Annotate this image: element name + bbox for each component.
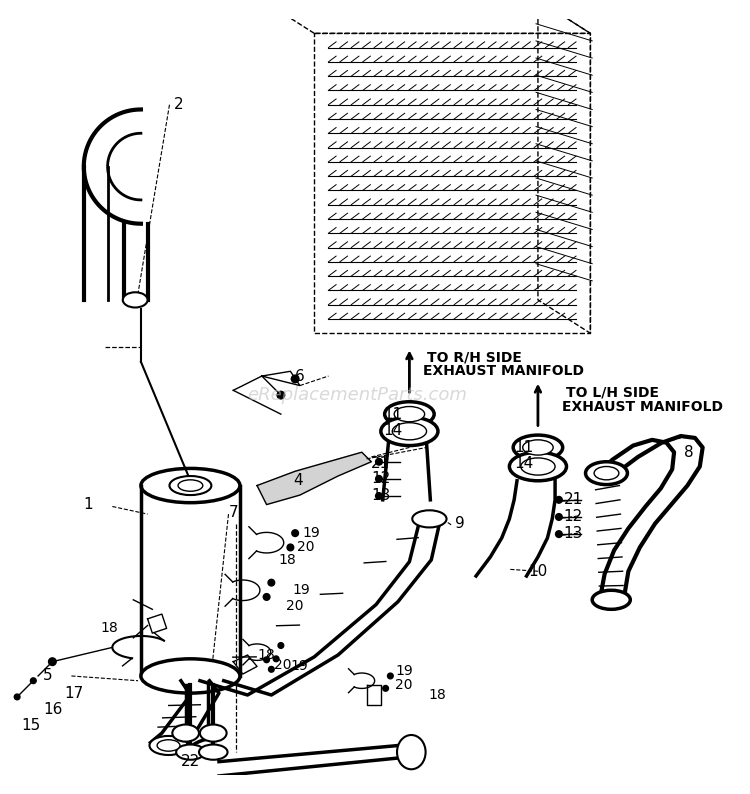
- Text: TO L/H SIDE: TO L/H SIDE: [566, 385, 659, 399]
- Circle shape: [264, 657, 269, 663]
- Text: 19: 19: [290, 660, 308, 673]
- Circle shape: [49, 658, 56, 665]
- Ellipse shape: [170, 476, 211, 495]
- Ellipse shape: [157, 740, 180, 751]
- Text: 20: 20: [286, 599, 303, 612]
- Text: 18: 18: [428, 688, 446, 702]
- Ellipse shape: [392, 422, 427, 440]
- Circle shape: [556, 496, 562, 503]
- Ellipse shape: [513, 435, 562, 460]
- Circle shape: [556, 530, 562, 538]
- Text: 9: 9: [455, 516, 465, 531]
- Text: 19: 19: [303, 526, 320, 540]
- Ellipse shape: [141, 468, 240, 503]
- Text: 14: 14: [514, 456, 533, 471]
- Text: 13: 13: [564, 526, 583, 541]
- Text: 18: 18: [100, 622, 118, 635]
- Ellipse shape: [509, 453, 566, 481]
- Ellipse shape: [592, 590, 630, 609]
- Ellipse shape: [199, 745, 227, 760]
- Circle shape: [382, 685, 388, 692]
- Text: 21: 21: [564, 492, 583, 507]
- Circle shape: [287, 544, 294, 551]
- Circle shape: [31, 678, 36, 684]
- Text: 12: 12: [371, 472, 391, 487]
- Ellipse shape: [594, 467, 619, 480]
- Text: 6: 6: [296, 368, 305, 384]
- Text: EXHAUST MANIFOLD: EXHAUST MANIFOLD: [562, 400, 723, 414]
- Text: 16: 16: [43, 702, 62, 717]
- Text: 8: 8: [683, 445, 693, 460]
- Ellipse shape: [586, 462, 628, 484]
- Text: 18: 18: [257, 648, 274, 662]
- Ellipse shape: [385, 402, 434, 426]
- Text: 1: 1: [84, 497, 94, 512]
- Text: 7: 7: [229, 505, 238, 520]
- Text: 20: 20: [274, 657, 292, 672]
- Ellipse shape: [381, 417, 438, 445]
- Text: 11: 11: [514, 440, 533, 455]
- Text: TO R/H SIDE: TO R/H SIDE: [427, 350, 521, 364]
- Ellipse shape: [520, 458, 555, 475]
- Text: 10: 10: [529, 564, 548, 579]
- Ellipse shape: [149, 736, 188, 755]
- Text: 20: 20: [395, 679, 412, 692]
- Text: 19: 19: [292, 584, 310, 597]
- Text: 22: 22: [181, 754, 200, 769]
- Text: 18: 18: [278, 553, 296, 567]
- Ellipse shape: [178, 480, 203, 491]
- Ellipse shape: [176, 745, 205, 760]
- Text: 12: 12: [564, 508, 583, 523]
- Ellipse shape: [413, 511, 446, 527]
- Circle shape: [376, 493, 382, 499]
- Circle shape: [376, 458, 382, 465]
- Circle shape: [263, 594, 270, 600]
- Text: 5: 5: [43, 669, 52, 684]
- Ellipse shape: [523, 440, 554, 455]
- Text: 11: 11: [384, 407, 403, 422]
- Circle shape: [273, 656, 279, 661]
- Text: 4: 4: [293, 473, 303, 488]
- Text: 15: 15: [21, 718, 40, 733]
- Circle shape: [556, 514, 562, 520]
- Circle shape: [376, 476, 382, 482]
- Text: 19: 19: [395, 665, 412, 678]
- Text: 17: 17: [64, 685, 84, 700]
- Text: EXHAUST MANIFOLD: EXHAUST MANIFOLD: [423, 364, 584, 378]
- Ellipse shape: [141, 659, 240, 693]
- Ellipse shape: [172, 724, 199, 742]
- Circle shape: [14, 694, 20, 700]
- Ellipse shape: [397, 735, 425, 769]
- Circle shape: [292, 530, 298, 537]
- Ellipse shape: [200, 724, 226, 742]
- Circle shape: [268, 666, 274, 673]
- Circle shape: [291, 375, 299, 383]
- Ellipse shape: [394, 407, 424, 422]
- Polygon shape: [257, 453, 371, 505]
- Ellipse shape: [123, 292, 148, 307]
- Circle shape: [268, 580, 274, 586]
- Circle shape: [277, 391, 285, 399]
- Text: eReplacementParts.com: eReplacementParts.com: [247, 386, 467, 404]
- Text: 13: 13: [371, 488, 391, 503]
- Circle shape: [388, 673, 393, 679]
- Text: 20: 20: [297, 541, 314, 554]
- Text: 14: 14: [384, 423, 403, 437]
- Circle shape: [278, 642, 284, 649]
- Text: 2: 2: [174, 97, 184, 112]
- Text: 21: 21: [371, 456, 391, 471]
